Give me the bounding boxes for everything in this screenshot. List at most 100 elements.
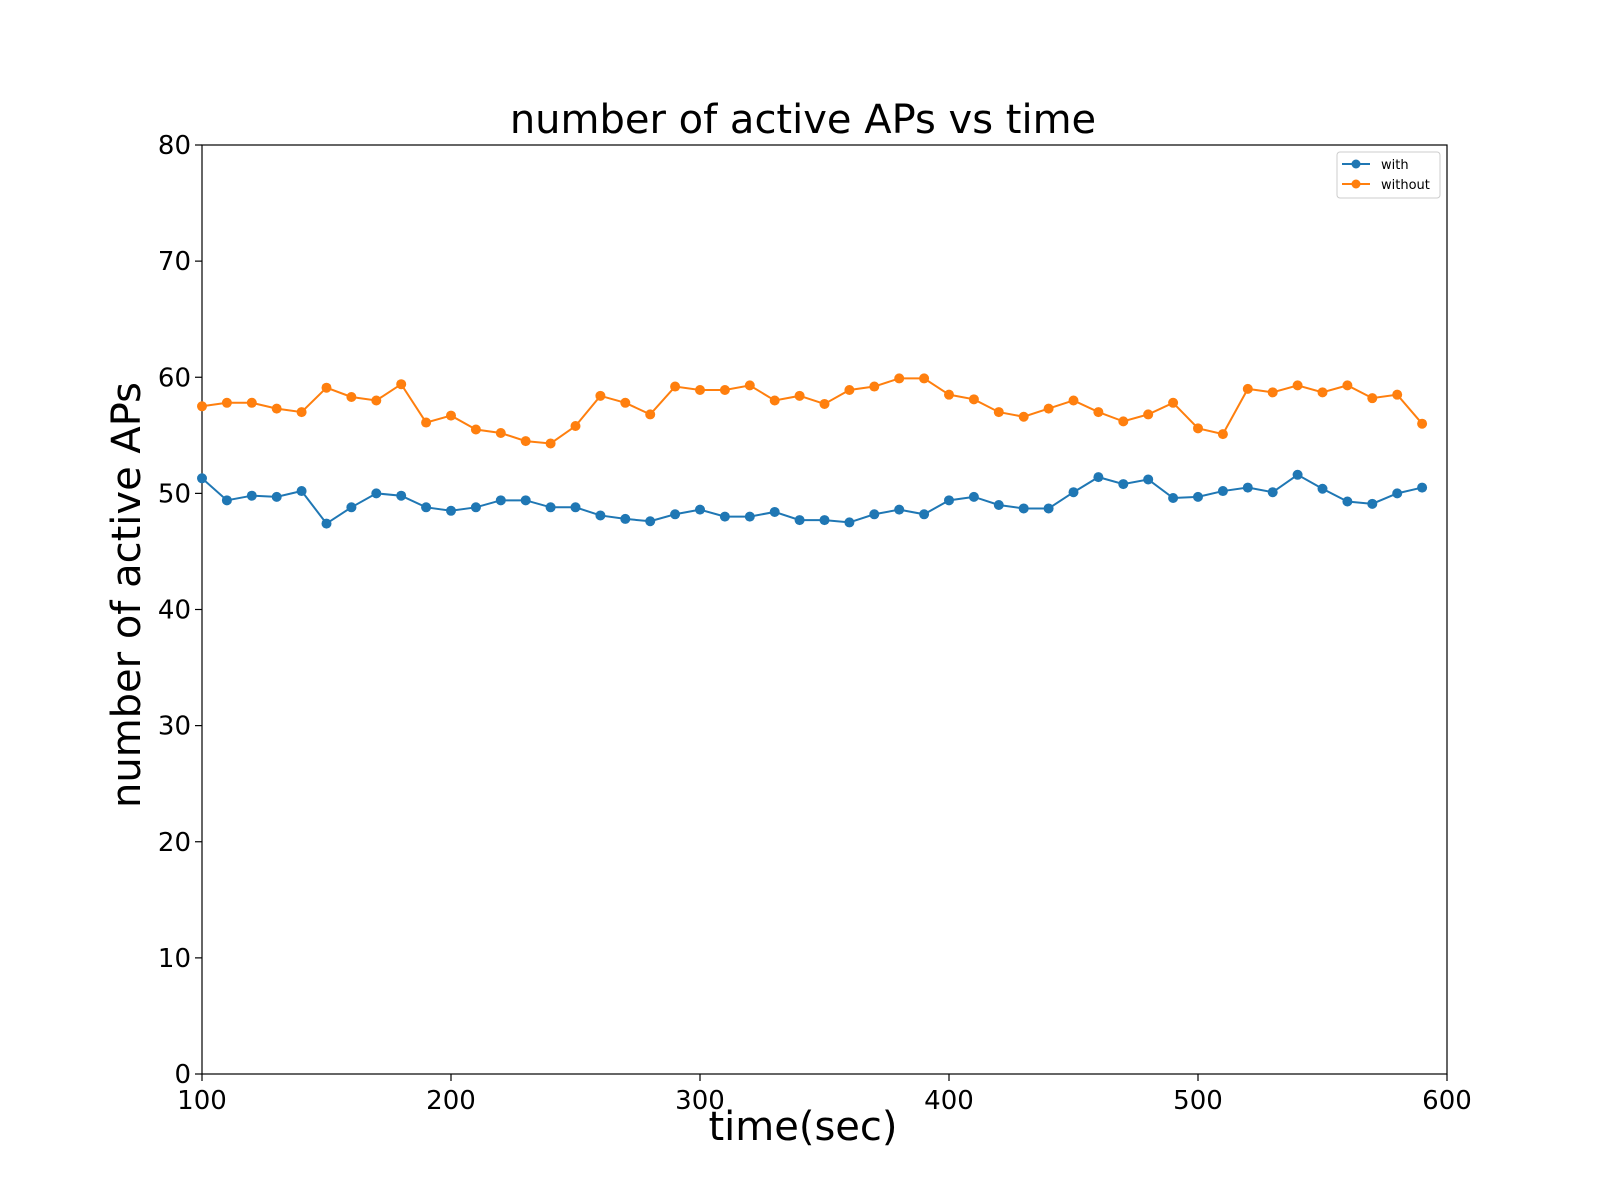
data-point-with [197, 473, 207, 484]
y-tick-label: 70 [158, 247, 191, 277]
data-point-without [221, 397, 232, 408]
data-point-with [595, 510, 606, 521]
data-point-with [670, 509, 681, 520]
series-with [197, 469, 1428, 529]
data-point-with [1217, 486, 1228, 497]
data-point-with [346, 502, 357, 513]
data-point-without [993, 407, 1004, 418]
data-point-without [719, 385, 730, 396]
chart-title: number of active APs vs time [510, 97, 1096, 143]
data-point-without [744, 380, 755, 391]
data-point-with [1018, 503, 1029, 514]
data-point-without [1143, 409, 1154, 420]
y-tick-label: 80 [158, 131, 191, 161]
data-point-with [993, 499, 1004, 510]
data-point-without [670, 381, 681, 392]
legend-item-without: without [1342, 178, 1430, 193]
x-tick-label: 600 [1422, 1086, 1472, 1116]
data-point-without [421, 417, 432, 428]
y-tick-label: 10 [158, 944, 191, 974]
data-point-without [495, 427, 506, 438]
data-point-with [371, 488, 382, 499]
data-point-without [844, 385, 855, 396]
x-tick-label: 300 [675, 1086, 725, 1116]
data-point-without [794, 390, 805, 401]
x-axis: 100 200 300 400 500 600 [177, 1074, 1472, 1116]
data-point-without [769, 395, 780, 406]
data-point-with [869, 509, 880, 520]
data-point-with [1193, 491, 1203, 502]
data-point-without [1242, 383, 1253, 394]
x-tick-label: 500 [1173, 1086, 1223, 1116]
y-tick-label: 50 [158, 479, 191, 509]
data-point-without [1342, 380, 1353, 391]
data-point-without [1367, 393, 1378, 404]
data-point-with [296, 486, 307, 497]
data-point-without [944, 389, 954, 400]
data-point-with [1392, 488, 1403, 499]
series-line-without [201, 377, 1423, 445]
data-point-without [371, 395, 382, 406]
data-point-with [968, 491, 979, 502]
data-point-without [1068, 395, 1079, 406]
data-point-without [321, 382, 332, 393]
data-point-without [545, 438, 556, 449]
data-point-with [470, 502, 481, 513]
data-point-with [794, 515, 805, 526]
data-point-without [869, 381, 880, 392]
data-point-without [197, 401, 207, 412]
data-point-with [894, 504, 905, 515]
data-point-with [844, 517, 855, 528]
data-point-with [819, 515, 830, 526]
data-point-with [1168, 493, 1179, 504]
x-tick-label: 100 [177, 1086, 227, 1116]
data-point-without [520, 436, 531, 447]
series-line-with [201, 473, 1423, 525]
data-point-without [695, 385, 705, 396]
data-point-without [595, 390, 606, 401]
data-point-with [246, 490, 257, 501]
data-point-without [1217, 429, 1228, 440]
data-point-with [1068, 487, 1079, 498]
legend: with without [1336, 151, 1441, 199]
y-axis-label: number of active APs [104, 382, 150, 808]
data-point-without [894, 373, 905, 384]
x-tick-label: 400 [924, 1086, 974, 1116]
legend-label: without [1381, 178, 1430, 193]
data-point-with [1043, 503, 1054, 514]
data-point-without [271, 403, 282, 414]
data-point-with [221, 495, 232, 506]
data-point-with [719, 511, 730, 522]
plot-area [201, 144, 1448, 1075]
data-point-without [570, 421, 581, 432]
data-point-without [1118, 416, 1129, 427]
data-point-without [1267, 387, 1278, 398]
y-tick-label: 40 [158, 596, 191, 626]
data-point-with [1342, 496, 1353, 507]
data-point-without [346, 391, 357, 402]
data-point-with [321, 518, 332, 529]
data-point-without [819, 398, 830, 409]
legend-marker [1351, 179, 1361, 189]
data-point-without [246, 397, 257, 408]
y-tick-label: 30 [158, 712, 191, 742]
data-point-without [968, 394, 979, 405]
data-point-without [396, 379, 407, 390]
data-point-with [1417, 482, 1428, 493]
data-point-without [1417, 418, 1428, 429]
x-axis-label: time(sec) [708, 1104, 897, 1150]
data-point-without [446, 410, 456, 421]
data-point-with [620, 513, 631, 524]
data-point-with [919, 509, 930, 520]
data-point-with [495, 495, 506, 506]
data-point-without [1043, 403, 1054, 414]
data-point-with [645, 516, 656, 527]
data-point-with [1143, 474, 1154, 485]
legend-item-with: with [1342, 158, 1409, 173]
data-point-with [1367, 498, 1378, 509]
data-point-without [1392, 389, 1403, 400]
data-point-without [919, 373, 930, 384]
series-group [197, 373, 1428, 529]
data-point-with [545, 502, 556, 513]
